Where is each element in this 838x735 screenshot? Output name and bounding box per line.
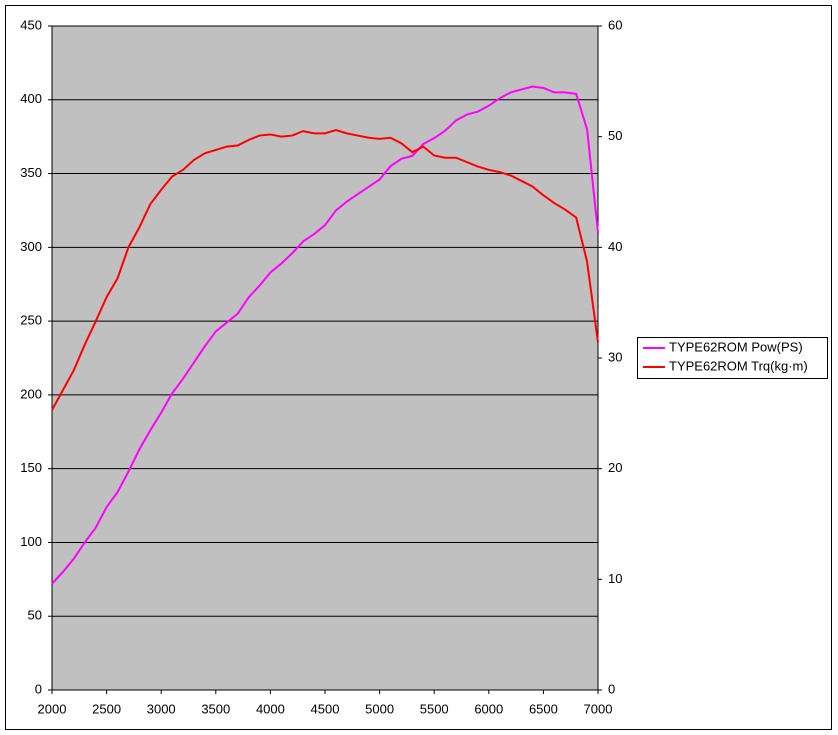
legend-label: TYPE62ROM Pow(PS) bbox=[669, 339, 803, 354]
y-tick-label: 0 bbox=[35, 681, 42, 696]
y-tick-label: 150 bbox=[20, 460, 42, 475]
x-tick-label: 5000 bbox=[365, 701, 394, 716]
x-tick-label: 3000 bbox=[147, 701, 176, 716]
data-line bbox=[51, 85, 599, 585]
y2-tick-label: 30 bbox=[608, 349, 622, 364]
y-tick-label: 450 bbox=[20, 17, 42, 32]
y2-tick-label: 0 bbox=[608, 681, 615, 696]
x-tick-label: 6500 bbox=[529, 701, 558, 716]
x-tick-label: 4000 bbox=[256, 701, 285, 716]
data-line bbox=[51, 128, 599, 411]
y-tick-label: 200 bbox=[20, 386, 42, 401]
y2-tick-label: 20 bbox=[608, 460, 622, 475]
y-tick-label: 350 bbox=[20, 165, 42, 180]
plot-area bbox=[52, 26, 598, 690]
y2-tick-label: 50 bbox=[608, 128, 622, 143]
y2-tick-label: 10 bbox=[608, 571, 622, 586]
y2-tick-label: 60 bbox=[608, 17, 622, 32]
y-tick-label: 250 bbox=[20, 313, 42, 328]
y-tick-label: 300 bbox=[20, 239, 42, 254]
x-tick-label: 2500 bbox=[92, 701, 121, 716]
x-tick-label: 7000 bbox=[584, 701, 613, 716]
y-tick-label: 100 bbox=[20, 534, 42, 549]
x-tick-label: 3500 bbox=[201, 701, 230, 716]
legend-label: TYPE62ROM Trq(kg·m) bbox=[669, 358, 808, 373]
y2-tick-label: 40 bbox=[608, 239, 622, 254]
x-tick-label: 5500 bbox=[420, 701, 449, 716]
legend-box bbox=[637, 337, 828, 379]
x-tick-label: 2000 bbox=[38, 701, 67, 716]
y-tick-label: 50 bbox=[28, 608, 42, 623]
y-tick-label: 400 bbox=[20, 91, 42, 106]
x-tick-label: 6000 bbox=[474, 701, 503, 716]
x-tick-label: 4500 bbox=[311, 701, 340, 716]
